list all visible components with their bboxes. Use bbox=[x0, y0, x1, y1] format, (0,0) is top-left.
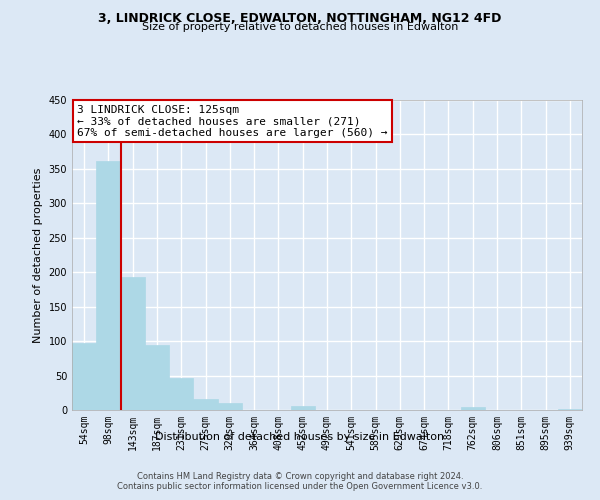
Bar bbox=[558, 408, 582, 410]
Text: Contains HM Land Registry data © Crown copyright and database right 2024.: Contains HM Land Registry data © Crown c… bbox=[137, 472, 463, 481]
Bar bbox=[461, 406, 485, 410]
Y-axis label: Number of detached properties: Number of detached properties bbox=[33, 168, 43, 342]
Text: Contains public sector information licensed under the Open Government Licence v3: Contains public sector information licen… bbox=[118, 482, 482, 491]
Bar bbox=[96, 160, 121, 410]
Text: Distribution of detached houses by size in Edwalton: Distribution of detached houses by size … bbox=[155, 432, 445, 442]
Bar bbox=[290, 406, 315, 410]
Text: Size of property relative to detached houses in Edwalton: Size of property relative to detached ho… bbox=[142, 22, 458, 32]
Bar bbox=[72, 343, 96, 410]
Bar bbox=[145, 344, 169, 410]
Bar bbox=[169, 378, 193, 410]
Text: 3, LINDRICK CLOSE, EDWALTON, NOTTINGHAM, NG12 4FD: 3, LINDRICK CLOSE, EDWALTON, NOTTINGHAM,… bbox=[98, 12, 502, 26]
Bar bbox=[121, 277, 145, 410]
Text: 3 LINDRICK CLOSE: 125sqm
← 33% of detached houses are smaller (271)
67% of semi-: 3 LINDRICK CLOSE: 125sqm ← 33% of detach… bbox=[77, 104, 388, 138]
Bar bbox=[193, 399, 218, 410]
Bar bbox=[218, 403, 242, 410]
